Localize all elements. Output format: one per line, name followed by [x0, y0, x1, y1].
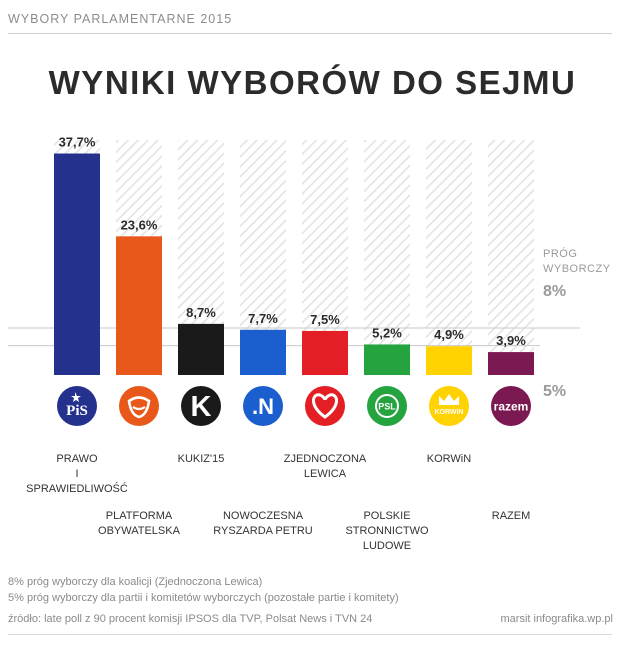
bar-1 [54, 153, 100, 375]
svg-text:razem: razem [494, 400, 529, 414]
bar-background-6 [364, 140, 410, 375]
bar-7 [426, 346, 472, 375]
bar-background-7 [426, 140, 472, 375]
value-label-4: 7,7% [248, 311, 278, 326]
category-label-7: KORWiN [427, 453, 471, 465]
korwin-logo-icon: KORWiN [429, 386, 469, 426]
header-divider [8, 33, 612, 34]
bar-2 [116, 236, 162, 375]
threshold-note-8: 8% próg wyborczy dla koalicji (Zjednoczo… [8, 576, 263, 588]
threshold-8-value: 8% [543, 283, 566, 300]
svg-text:.N: .N [252, 394, 274, 419]
value-label-8: 3,9% [496, 333, 526, 348]
svg-text:PiS: PiS [66, 403, 88, 419]
nowoczesna-logo-icon: .N [243, 386, 283, 426]
value-label-2: 23,6% [121, 217, 158, 232]
category-label-3: KUKIZ'15 [178, 453, 225, 465]
chart-title: WYNIKI WYBORÓW DO SEJMU [48, 64, 577, 101]
category-label-6: POLSKIE STRONNICTWO LUDOWE [345, 510, 429, 552]
bar-5 [302, 330, 348, 375]
category-label-8: RAZEM [492, 510, 531, 522]
footer-divider [8, 634, 612, 635]
bar-8 [488, 352, 534, 375]
pis-logo-icon: PiS [57, 386, 97, 426]
category-label-5: ZJEDNOCZONA LEWICA [284, 453, 367, 480]
source-note: źródło: late poll z 90 procent komisji I… [8, 613, 373, 625]
bar-6 [364, 344, 410, 375]
category-label-1: PRAWO I SPRAWIEDLIWOŚĆ [26, 453, 128, 495]
bar-3 [178, 323, 224, 375]
svg-text:PSL: PSL [378, 402, 396, 412]
razem-logo-icon: razem [491, 386, 531, 426]
category-label-4: NOWOCZESNA RYSZARDA PETRU [213, 510, 312, 537]
value-label-1: 37,7% [59, 135, 96, 150]
kukiz-logo-icon: K [181, 386, 221, 426]
value-label-5: 7,5% [310, 312, 340, 327]
header-label: WYBORY PARLAMENTARNE 2015 [8, 12, 233, 26]
bar-background-8 [488, 140, 534, 375]
psl-logo-icon: PSL [367, 386, 407, 426]
threshold-label: PRÓG WYBORCZY [543, 247, 611, 275]
credit: marsit infografika.wp.pl [500, 613, 614, 625]
threshold-5-value: 5% [543, 383, 566, 400]
value-label-3: 8,7% [186, 305, 216, 320]
svg-text:K: K [191, 391, 212, 423]
svg-text:KORWiN: KORWiN [435, 409, 464, 416]
po-logo-icon [119, 386, 159, 426]
value-label-7: 4,9% [434, 327, 464, 342]
category-label-2: PLATFORMA OBYWATELSKA [98, 510, 181, 537]
zl-logo-icon [305, 386, 345, 426]
bar-4 [240, 329, 286, 375]
threshold-note-5: 5% próg wyborczy dla partii i komitetów … [8, 592, 399, 604]
value-label-6: 5,2% [372, 325, 402, 340]
